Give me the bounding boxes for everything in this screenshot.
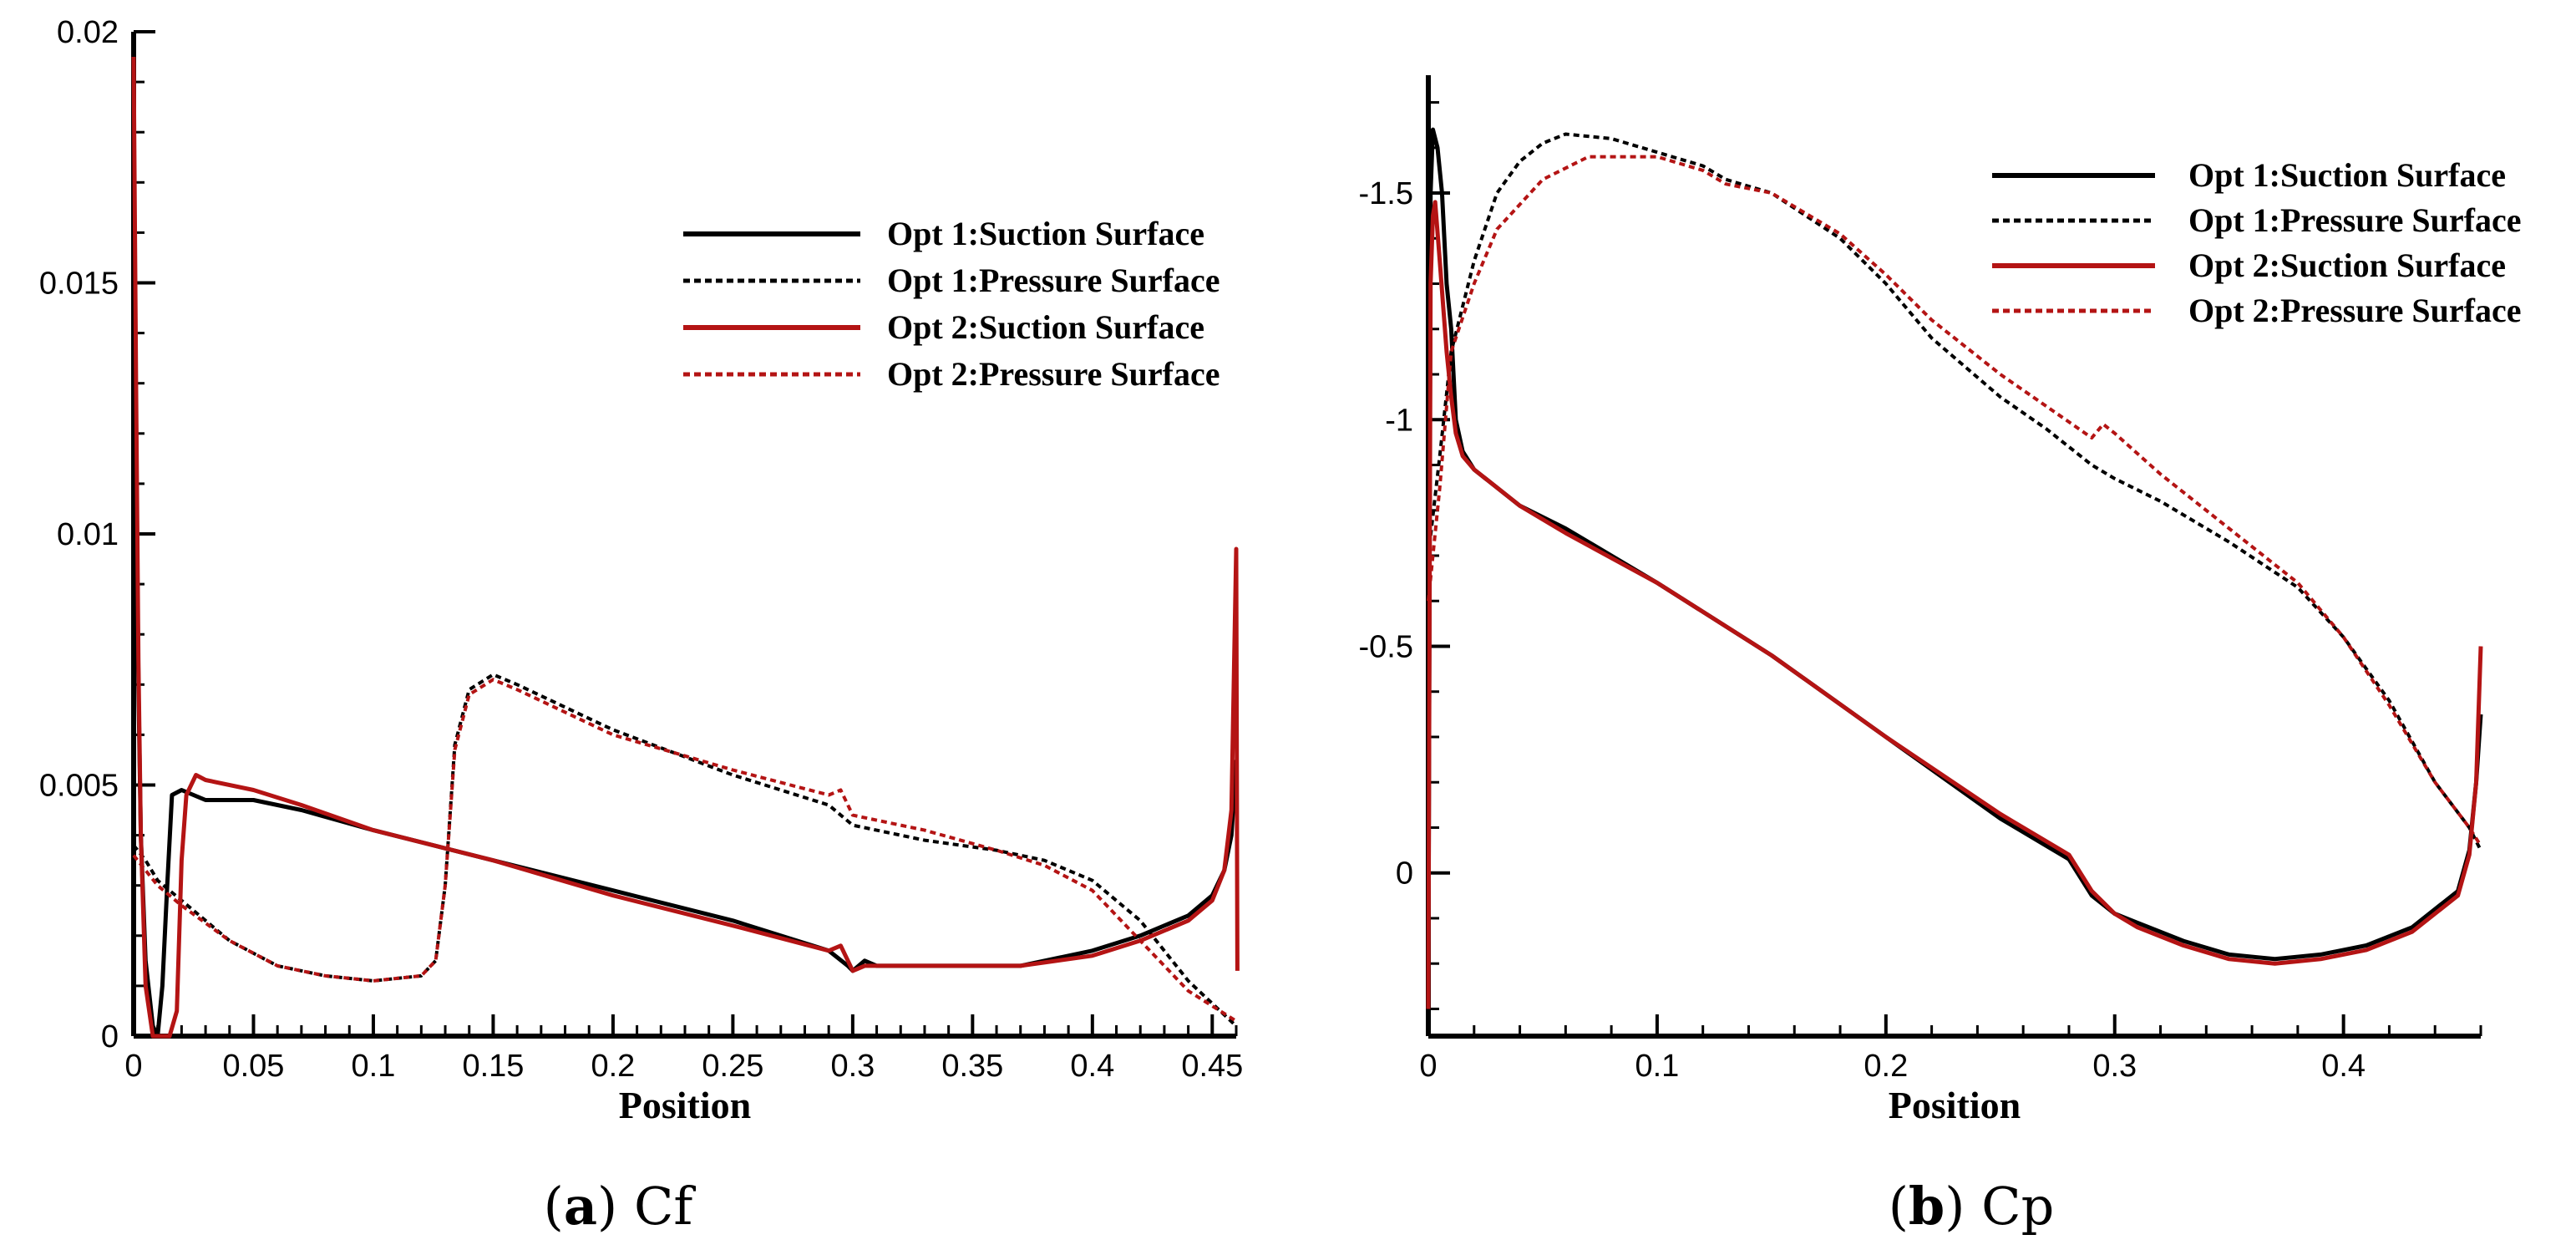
chart-a-series-3-line [131, 56, 1240, 1039]
chart-b-legend-label: Opt 1:Pressure Surface [2188, 201, 2521, 239]
chart-a-y-tick-label: 0 [101, 1019, 119, 1054]
chart-a-ticks [132, 30, 1238, 1038]
chart-b-y-tick-label: 0 [1396, 856, 1413, 892]
chart-a-x-tick-label: 0.45 [1181, 1049, 1243, 1084]
chart-b-series-3-line [1426, 200, 2483, 1009]
chart-a-x-tick-label: 0.1 [352, 1049, 396, 1084]
chart-b-y-tick-label: -1 [1385, 403, 1413, 438]
chart-b-x-tick-label: 0 [1419, 1049, 1437, 1084]
chart-a-x-tick-label: 0.15 [462, 1049, 524, 1084]
chart-a-caption-text: Cf [634, 1176, 696, 1237]
chart-a-legend-label: Opt 2:Pressure Surface [887, 355, 1220, 393]
chart-b-tick-labels: 0 0.1 0.2 0.3 0.4 -1.5 -1 -0.5 0 [1359, 176, 2366, 1084]
chart-b-y-tick-label: -1.5 [1359, 176, 1413, 211]
chart-b-legend-label: Opt 2:Suction Surface [2188, 246, 2506, 284]
chart-a-x-axis-title: Position [619, 1084, 751, 1126]
chart-a-y-tick-label: 0.01 [57, 517, 119, 552]
chart-a-x-tick-label: 0.4 [1070, 1049, 1114, 1084]
chart-a-tick-labels: 0 0.05 0.1 0.15 0.2 0.25 0.3 0.35 0.4 0.45 0 0.005 0… [39, 15, 1243, 1084]
chart-a-x-tick-label: 0.2 [591, 1049, 635, 1084]
chart-b-x-axis-title: Position [1889, 1084, 2021, 1126]
chart-a-x-tick-label: 0.05 [222, 1049, 284, 1084]
chart-a-legend: Opt 1:Suction Surface Opt 1:Pressure Surf… [683, 215, 1220, 393]
chart-b-series [1426, 127, 2483, 1009]
chart-a-caption-letter: a [564, 1176, 597, 1237]
chart-b-legend: Opt 1:Suction Surface Opt 1:Pressure Surf… [1992, 156, 2521, 329]
chart-b-legend-label: Opt 2:Pressure Surface [2188, 292, 2521, 329]
chart-a-legend-label: Opt 1:Suction Surface [887, 215, 1204, 252]
chart-b-y-tick-label: -0.5 [1359, 629, 1413, 664]
chart-b-x-tick-label: 0.3 [2092, 1049, 2137, 1084]
chart-a-y-tick-label: 0.015 [39, 267, 119, 302]
chart-b-caption-letter: b [1909, 1176, 1945, 1237]
chart-a-series-4-line [132, 678, 1238, 1023]
chart-b-ticks [1427, 101, 2482, 1036]
chart-a: 0 0.05 0.1 0.15 0.2 0.25 0.3 0.35 0.4 0.45 0 0.005 0… [39, 15, 1243, 1237]
chart-b-x-tick-label: 0.1 [1635, 1049, 1679, 1084]
chart-a-x-tick-label: 0.3 [830, 1049, 875, 1084]
chart-a-caption: (a) Cf [544, 1176, 697, 1237]
chart-a-y-tick-label: 0.005 [39, 769, 119, 804]
chart-b-series-4-line [1427, 155, 2482, 847]
chart-a-legend-label: Opt 2:Suction Surface [887, 308, 1204, 346]
chart-a-x-tick-label: 0.35 [941, 1049, 1003, 1084]
chart-a-x-tick-label: 0.25 [702, 1049, 763, 1084]
chart-a-series-2-line [132, 673, 1238, 1028]
chart-b-x-tick-label: 0.4 [2321, 1049, 2366, 1084]
chart-b-legend-label: Opt 1:Suction Surface [2188, 156, 2506, 194]
chart-b-caption-text: Cp [1981, 1176, 2054, 1237]
chart-b-x-tick-label: 0.2 [1864, 1049, 1908, 1084]
chart-b-caption: (b) Cp [1889, 1176, 2055, 1237]
chart-a-y-tick-label: 0.02 [57, 15, 119, 50]
chart-a-legend-label: Opt 1:Pressure Surface [887, 262, 1220, 299]
chart-a-x-tick-label: 0 [124, 1049, 142, 1084]
chart-a-series [131, 56, 1240, 1039]
chart-b: 0 0.1 0.2 0.3 0.4 -1.5 -1 -0.5 0 Position Opt 1:… [1359, 75, 2521, 1237]
chart-b-series-2-line [1427, 132, 2482, 851]
